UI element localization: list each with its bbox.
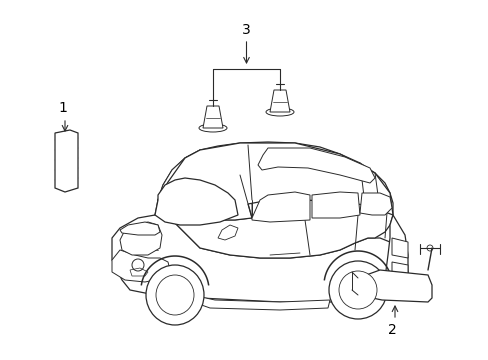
Polygon shape [357,270,431,302]
Polygon shape [112,250,170,282]
Polygon shape [251,192,309,222]
Text: 2: 2 [387,323,396,337]
Polygon shape [120,222,162,255]
Polygon shape [391,262,407,278]
Text: 3: 3 [241,23,250,37]
Polygon shape [192,295,329,310]
Polygon shape [155,142,392,258]
Polygon shape [203,106,223,128]
Polygon shape [218,225,238,240]
Ellipse shape [156,275,194,315]
Polygon shape [391,238,407,258]
Ellipse shape [146,265,203,325]
Polygon shape [155,178,238,225]
Ellipse shape [338,271,376,309]
Polygon shape [55,130,78,192]
Polygon shape [112,215,407,302]
Polygon shape [269,90,289,112]
Polygon shape [130,268,148,276]
Text: 1: 1 [58,101,67,115]
Polygon shape [158,143,392,220]
Ellipse shape [265,108,293,116]
Polygon shape [258,148,374,183]
Ellipse shape [328,261,386,319]
Polygon shape [158,150,251,220]
Polygon shape [120,222,160,235]
Polygon shape [359,193,391,215]
Ellipse shape [199,124,226,132]
Polygon shape [384,215,407,295]
Polygon shape [311,192,359,218]
